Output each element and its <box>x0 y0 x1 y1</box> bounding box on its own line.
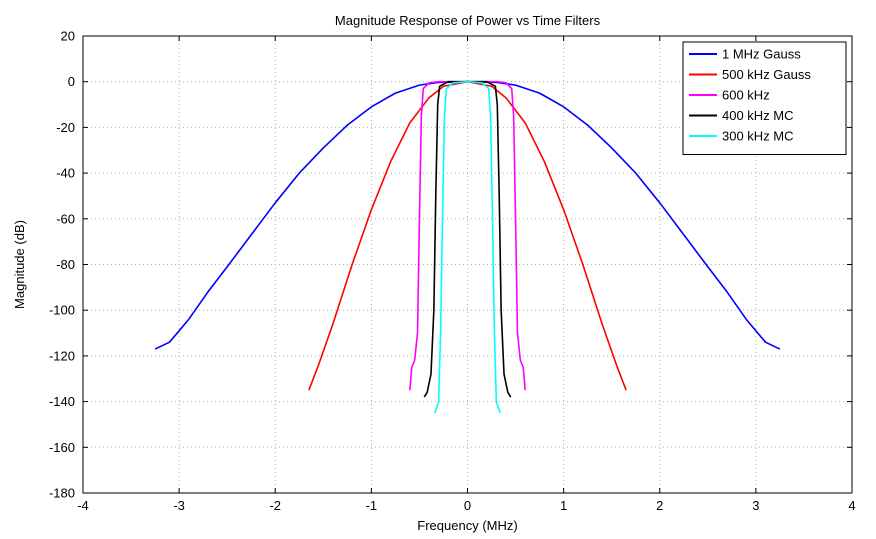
y-tick-label: 0 <box>68 74 75 89</box>
y-tick-label: -120 <box>49 348 75 363</box>
y-tick-label: -20 <box>56 120 75 135</box>
legend-label-400-khz-mc: 400 kHz MC <box>722 108 794 123</box>
legend-label-500-khz-gauss: 500 kHz Gauss <box>722 67 811 82</box>
legend-label-600-khz: 600 kHz <box>722 88 770 103</box>
x-tick-label: -2 <box>269 498 281 513</box>
x-tick-label: 2 <box>656 498 663 513</box>
y-tick-label: 20 <box>61 29 75 44</box>
legend-label-1-mhz-gauss: 1 MHz Gauss <box>722 47 801 62</box>
y-tick-label: -140 <box>49 394 75 409</box>
x-tick-label: 4 <box>848 498 855 513</box>
y-tick-label: -100 <box>49 303 75 318</box>
y-tick-label: -160 <box>49 440 75 455</box>
y-axis-label: Magnitude (dB) <box>12 220 27 309</box>
y-tick-label: -60 <box>56 211 75 226</box>
x-tick-label: -3 <box>173 498 185 513</box>
series-group <box>154 80 781 414</box>
plot-frame <box>82 35 853 494</box>
x-tick-label: -4 <box>77 498 89 513</box>
x-tick-label: 3 <box>752 498 759 513</box>
legend-label-300-khz-mc: 300 kHz MC <box>722 129 794 144</box>
x-tick-label: -1 <box>366 498 378 513</box>
x-tick-label: 1 <box>560 498 567 513</box>
y-tick-label: -80 <box>56 257 75 272</box>
chart-title: Magnitude Response of Power vs Time Filt… <box>335 13 601 28</box>
x-axis-label: Frequency (MHz) <box>417 518 517 533</box>
y-tick-label: -40 <box>56 166 75 181</box>
y-tick-label: -180 <box>49 486 75 501</box>
series-line-300-khz-mc <box>434 80 501 414</box>
x-tick-label: 0 <box>464 498 471 513</box>
